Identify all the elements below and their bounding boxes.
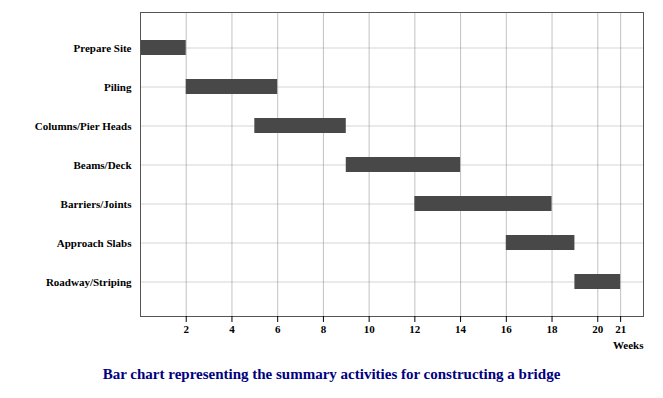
- svg-text:12: 12: [409, 323, 421, 335]
- html-text:Bar chart representing the sum: Bar chart representing the summary activ…: [102, 366, 561, 382]
- svg-text:4: 4: [229, 323, 235, 335]
- svg-text:Weeks: Weeks: [613, 339, 644, 351]
- svg-text:Columns/Pier Heads: Columns/Pier Heads: [35, 120, 132, 132]
- svg-text:Prepare Site: Prepare Site: [74, 42, 132, 54]
- svg-text:10: 10: [364, 323, 376, 335]
- svg-text:Approach Slabs: Approach Slabs: [57, 237, 132, 249]
- svg-text:Piling: Piling: [104, 81, 132, 93]
- svg-text:21: 21: [615, 323, 626, 335]
- svg-text:Beams/Deck: Beams/Deck: [73, 159, 132, 171]
- svg-text:Roadway/Striping: Roadway/Striping: [46, 276, 132, 288]
- svg-text:14: 14: [455, 323, 467, 335]
- svg-text:16: 16: [501, 323, 513, 335]
- svg-text:20: 20: [592, 323, 604, 335]
- svg-text:Barriers/Joints: Barriers/Joints: [61, 198, 133, 210]
- svg-text:18: 18: [547, 323, 559, 335]
- svg-text:8: 8: [321, 323, 327, 335]
- svg-text:6: 6: [275, 323, 281, 335]
- svg-text:2: 2: [183, 323, 189, 335]
